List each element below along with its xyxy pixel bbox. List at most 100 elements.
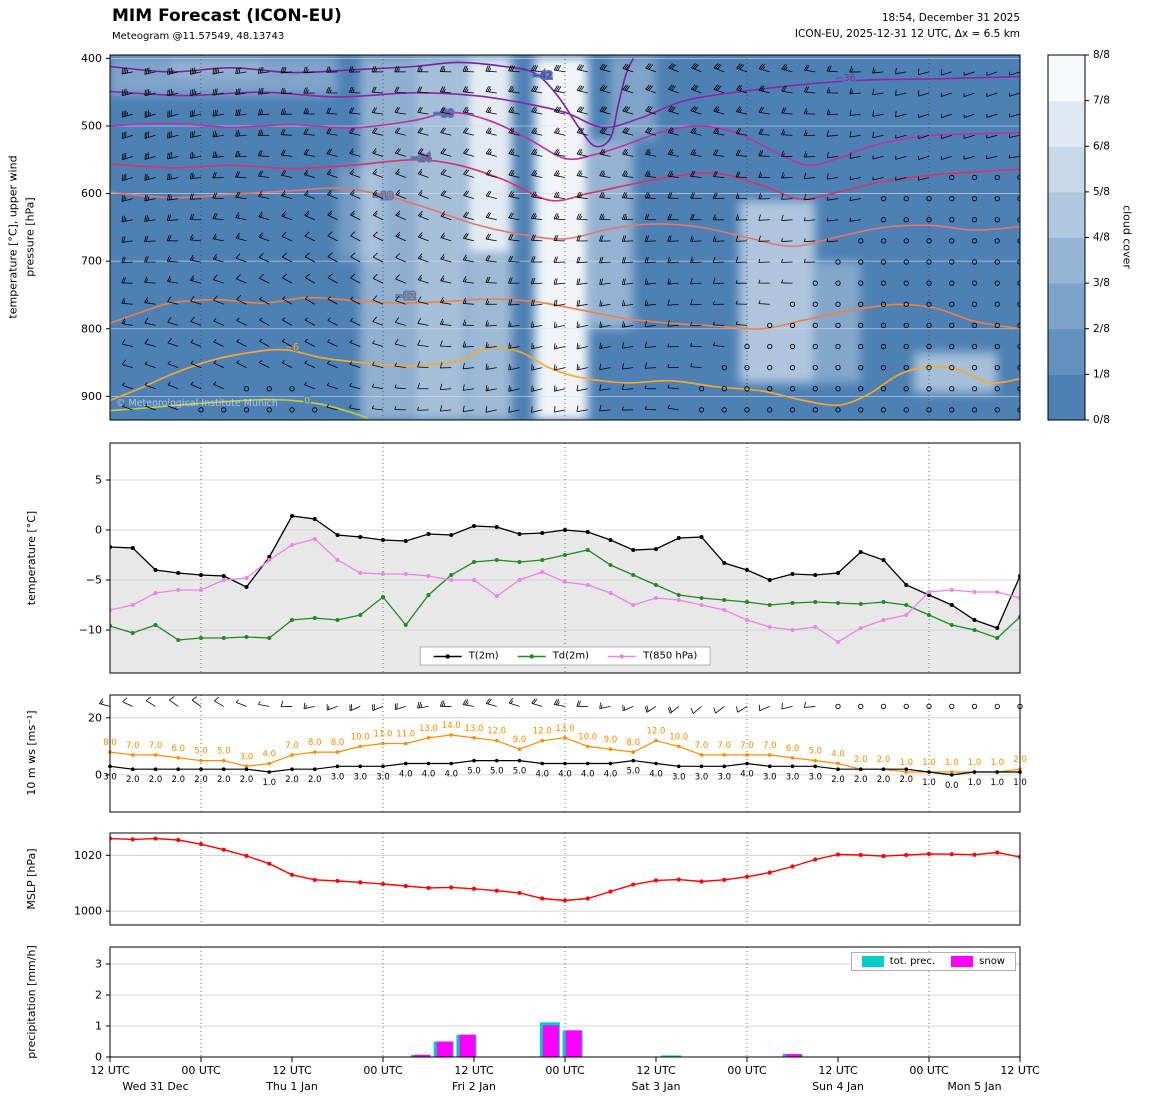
svg-text:13.0: 13.0 [419,724,438,734]
legend-label: T(850 hPa) [643,650,698,662]
svg-text:1.0: 1.0 [899,758,913,768]
svg-text:4.0: 4.0 [558,769,572,779]
mslp-panel-ylabel: MSLP [hPa] [24,848,38,910]
svg-text:00 UTC: 00 UTC [363,1064,403,1077]
svg-text:2.0: 2.0 [217,775,231,785]
svg-text:7.0: 7.0 [126,741,140,751]
svg-text:Thu 1 Jan: Thu 1 Jan [265,1080,318,1093]
svg-text:7.0: 7.0 [763,741,777,751]
svg-text:11.0: 11.0 [374,730,393,740]
precipitation-panel: 0 1 2 3 [95,946,1021,1064]
svg-text:1020: 1020 [74,849,102,862]
precip-panel-ylabel: precipitation [mm/h] [24,945,38,1059]
svg-text:2.0: 2.0 [899,775,913,785]
svg-text:4.0: 4.0 [581,769,595,779]
svg-text:2.0: 2.0 [149,775,163,785]
svg-text:600: 600 [81,187,102,200]
svg-text:10.0: 10.0 [578,732,597,742]
svg-text:12.0: 12.0 [487,727,506,737]
svg-text:−12: −12 [396,291,416,302]
legend-item-tot-prec-: tot. prec. [861,956,935,967]
wind-panel: 8.0 7.0 7.0 6.0 5.0 5.0 3.0 4.0 7.0 8.0 8.0 10.0 11.… [88,694,1027,813]
svg-text:5.0: 5.0 [194,747,208,757]
svg-text:4.0: 4.0 [831,749,845,759]
svg-text:1.0: 1.0 [262,778,276,788]
legend-marker-icon [433,653,462,659]
svg-text:10.0: 10.0 [669,732,688,742]
svg-text:13.0: 13.0 [556,724,575,734]
svg-text:3.0: 3.0 [240,752,254,762]
svg-text:1000: 1000 [74,905,102,918]
svg-text:Fri 2 Jan: Fri 2 Jan [452,1080,496,1093]
svg-text:00 UTC: 00 UTC [545,1064,585,1077]
mslp-panel: 1000 1020 [74,832,1021,926]
svg-text:800: 800 [81,322,102,335]
svg-text:3.0: 3.0 [695,772,709,782]
svg-text:8.0: 8.0 [626,738,640,748]
legend-marker-icon [608,653,637,659]
svg-text:5.0: 5.0 [626,767,640,777]
svg-text:7.0: 7.0 [695,741,709,751]
svg-text:00 UTC: 00 UTC [909,1064,949,1077]
svg-text:5.0: 5.0 [513,767,527,777]
svg-text:12.0: 12.0 [647,727,666,737]
svg-text:5/8: 5/8 [1093,186,1110,198]
temperature-legend: T(2m) Td(2m) T(850 hPa) [419,646,711,666]
svg-text:1.0: 1.0 [990,778,1004,788]
temperature-panel-ylabel: temperature [°C] [24,510,38,606]
svg-text:5.0: 5.0 [490,767,504,777]
cloud-cover-colorbar-label: cloud cover [1120,205,1134,269]
upper-panel-ylabel: temperature [°C], upper wind pressure [h… [6,155,37,319]
svg-text:3.0: 3.0 [376,772,390,782]
legend-swatch-icon [951,956,974,967]
figure-subtitle: Meteogram @11.57549, 48.13743 [112,31,285,42]
svg-text:−42: −42 [532,70,552,81]
svg-text:−36: −36 [836,73,856,84]
svg-text:2.0: 2.0 [854,775,868,785]
legend-label: Td(2m) [552,650,590,662]
svg-text:2.0: 2.0 [308,775,322,785]
model-run-info: ICON-EU, 2025-12-31 12 UTC, Δx = 6.5 km [794,28,1020,41]
legend-label: snow [979,956,1005,967]
svg-text:4.0: 4.0 [740,769,754,779]
svg-text:2: 2 [95,989,102,1002]
wind-panel-ylabel: 10 m ws [ms⁻¹] [24,710,38,796]
svg-text:13.0: 13.0 [465,724,484,734]
svg-text:1.0: 1.0 [922,758,936,768]
legend-item-t-850-hpa-: T(850 hPa) [607,651,697,662]
svg-text:4/8: 4/8 [1093,232,1110,244]
svg-text:3.0: 3.0 [331,772,345,782]
precipitation-legend: tot. prec. snow [850,952,1016,971]
svg-text:8/8: 8/8 [1093,49,1110,61]
svg-text:00 UTC: 00 UTC [181,1064,221,1077]
svg-text:0: 0 [95,1051,102,1064]
legend-item-t-2m-: T(2m) [433,651,499,662]
svg-text:2.0: 2.0 [877,755,891,765]
svg-text:4.0: 4.0 [399,769,413,779]
svg-text:900: 900 [81,390,102,403]
svg-text:−18: −18 [373,191,393,202]
legend-marker-icon [517,653,546,659]
svg-text:3.0: 3.0 [353,772,367,782]
svg-text:−10: −10 [79,624,102,637]
precip-bars [410,1022,803,1057]
svg-text:3.0: 3.0 [808,772,822,782]
svg-text:3.0: 3.0 [786,772,800,782]
svg-text:4.0: 4.0 [262,749,276,759]
svg-text:12 UTC: 12 UTC [636,1064,676,1077]
svg-text:700: 700 [81,255,102,268]
svg-text:0/8: 0/8 [1093,414,1110,426]
svg-text:20: 20 [88,711,102,724]
svg-text:1: 1 [95,1020,102,1033]
svg-text:2.0: 2.0 [126,775,140,785]
legend-item-td-2m-: Td(2m) [517,651,589,662]
svg-text:4.0: 4.0 [422,769,436,779]
svg-text:5.0: 5.0 [217,747,231,757]
svg-text:9.0: 9.0 [604,735,618,745]
svg-text:Sat 3 Jan: Sat 3 Jan [632,1080,681,1093]
creation-datetime: 18:54, December 31 2025 [881,12,1020,24]
svg-text:8.0: 8.0 [308,738,322,748]
